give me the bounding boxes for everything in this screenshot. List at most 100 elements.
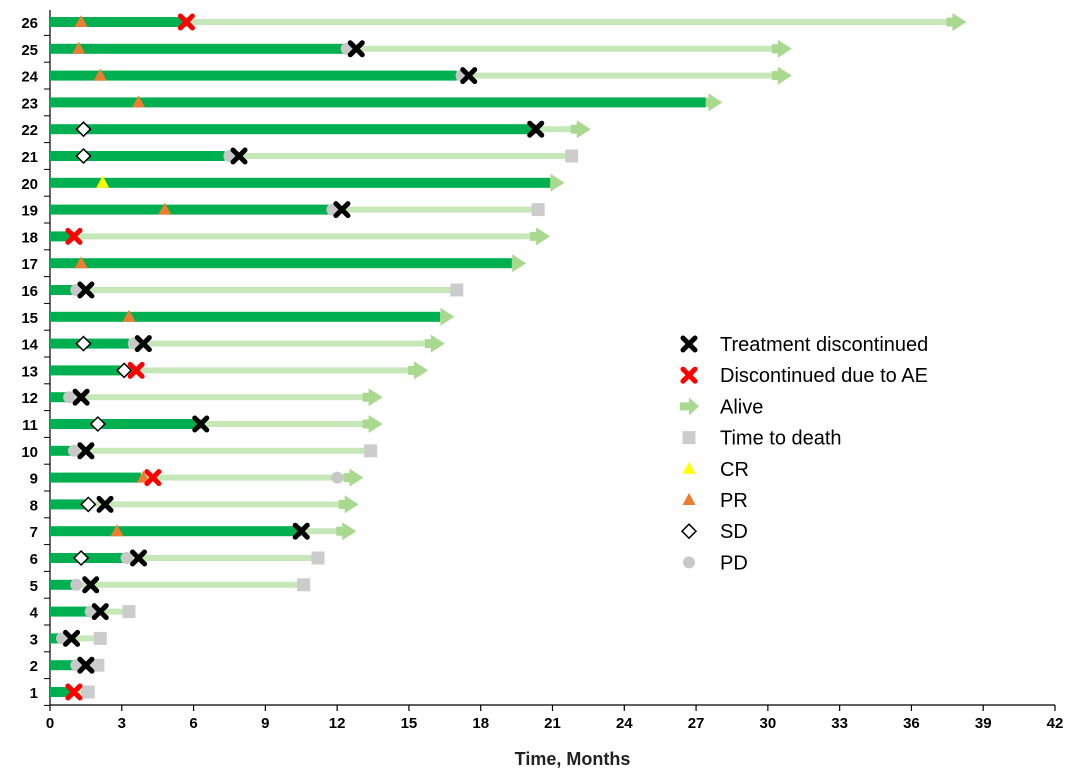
pr-marker-23 [132,95,146,108]
pd-marker-19 [326,203,339,216]
alive-arrow-18-shaft [73,233,541,240]
pr-marker-9 [136,470,150,483]
treatment-discontinued-marker-22 [527,120,545,138]
alive-arrow-13-head [414,361,429,380]
legend-alive-label: Alive [720,396,763,418]
treatment-discontinued-marker-24 [460,67,478,85]
alive-arrow-12-neck [362,392,371,402]
legend-death-label: Time to death [720,428,842,450]
x-tick-label-39: 39 [975,715,992,732]
alive-arrow-26-head [952,13,967,31]
pd-marker-4 [84,605,97,618]
y-tick-label-22: 22 [21,122,38,139]
alive-arrow-26-shaft [186,19,957,25]
alive-arrow-25 [344,39,792,58]
sd-marker-6 [73,549,90,567]
treatment-discontinued-marker-11-stroke-b [192,415,210,433]
alive-arrow-24-neck [771,71,780,81]
y-tick-label-14: 14 [21,337,38,354]
treatment-bar-10 [50,445,72,456]
y-tick-label-26: 26 [21,15,38,32]
alive-arrow-7-shaft [301,528,347,535]
y-tick-label-2: 2 [30,658,38,675]
y-tick-label-19: 19 [21,203,38,220]
treatment-discontinued-marker-19 [333,201,351,219]
alive-arrow-11 [200,415,383,433]
treatment-discontinued-marker-2 [77,656,95,674]
ae-discontinued-marker-1-stroke-b [65,683,83,701]
legend-cr-symbol [682,461,696,474]
alive-arrow-22-shaft [535,126,581,133]
y-tick-label-15: 15 [21,310,38,327]
ae-discontinued-marker-13 [127,361,145,379]
treatment-discontinued-marker-7-stroke-b [292,522,310,540]
treatment-discontinued-marker-12 [72,388,90,406]
treatment-discontinued-marker-24-stroke-b [460,67,478,85]
x-tick-label-6: 6 [189,715,197,732]
x-tick-label-42: 42 [1047,715,1064,732]
death-marker-10 [364,444,378,458]
alive-arrow-11-shaft [200,421,373,427]
alive-arrow-14-shaft [128,340,435,347]
alive-arrow-12 [69,388,383,407]
death-marker-4 [122,605,136,619]
y-tick-label-9: 9 [30,471,38,488]
legend-alive-symbol [680,397,699,416]
followup-line-19 [329,206,539,213]
legend-sd-label: SD [720,521,748,543]
pr-marker-19 [158,202,172,215]
x-tick-label-33: 33 [831,715,848,732]
x-tick-label-12: 12 [329,715,346,732]
treatment-discontinued-marker-8-stroke-b [96,495,114,513]
alive-arrow-7 [301,522,357,541]
treatment-bar-5 [50,579,74,590]
y-tick-label-12: 12 [21,390,38,407]
alive-arrow-17-head [512,254,527,273]
y-tick-label-16: 16 [21,283,38,300]
alive-arrow-23-head [708,93,723,112]
y-tick-label-7: 7 [30,524,38,541]
treatment-discontinued-marker-25-stroke-b [347,40,365,58]
ae-discontinued-marker-26-stroke-b [177,13,195,31]
treatment-discontinued-marker-8 [96,495,114,513]
alive-arrow-23-neck [702,97,711,107]
treatment-discontinued-marker-16 [77,281,95,299]
sd-marker-11 [89,415,106,433]
treatment-bar-8 [50,499,86,510]
treatment-discontinued-marker-6-stroke-b [130,549,148,567]
alive-arrow-18-neck [530,231,539,241]
treatment-bar-24 [50,70,457,81]
treatment-discontinued-marker-3-stroke-b [63,629,81,647]
ae-discontinued-marker-26 [177,13,195,31]
alive-arrow-15-head [440,307,455,326]
alive-arrow-22 [535,120,591,139]
pr-marker-7 [110,524,124,537]
pd-marker-14 [127,337,140,350]
pd-marker-10 [67,444,80,457]
pr-marker-26 [74,15,88,27]
alive-arrow-14-neck [424,339,433,349]
alive-arrow-13-neck [408,365,417,375]
pd-marker-6 [120,552,133,564]
pr-marker-15 [122,309,136,322]
treatment-discontinued-marker-12-stroke-b [72,388,90,406]
ae-discontinued-marker-13-stroke-b [127,361,145,379]
treatment-discontinued-marker-21-stroke-b [230,147,248,165]
x-tick-label-24: 24 [616,715,633,732]
legend-treatment_discontinued-symbol-stroke-b [680,335,698,353]
y-tick-label-23: 23 [21,95,38,112]
treatment-discontinued-marker-5 [82,576,100,594]
y-tick-label-5: 5 [30,578,38,595]
death-marker-21 [565,149,579,163]
treatment-bar-19 [50,204,330,215]
y-tick-label-25: 25 [21,42,38,59]
y-tick-label-1: 1 [30,685,38,702]
y-tick-label-10: 10 [21,444,38,461]
treatment-bar-7 [50,526,302,537]
treatment-discontinued-marker-22-stroke-b [527,120,545,138]
treatment-discontinued-marker-19-stroke-b [333,201,351,219]
alive-arrow-9-shaft [140,474,354,481]
alive-arrow-25-shaft [344,45,782,52]
alive-arrow-24-head [777,66,792,85]
treatment-bar-12 [50,392,70,403]
